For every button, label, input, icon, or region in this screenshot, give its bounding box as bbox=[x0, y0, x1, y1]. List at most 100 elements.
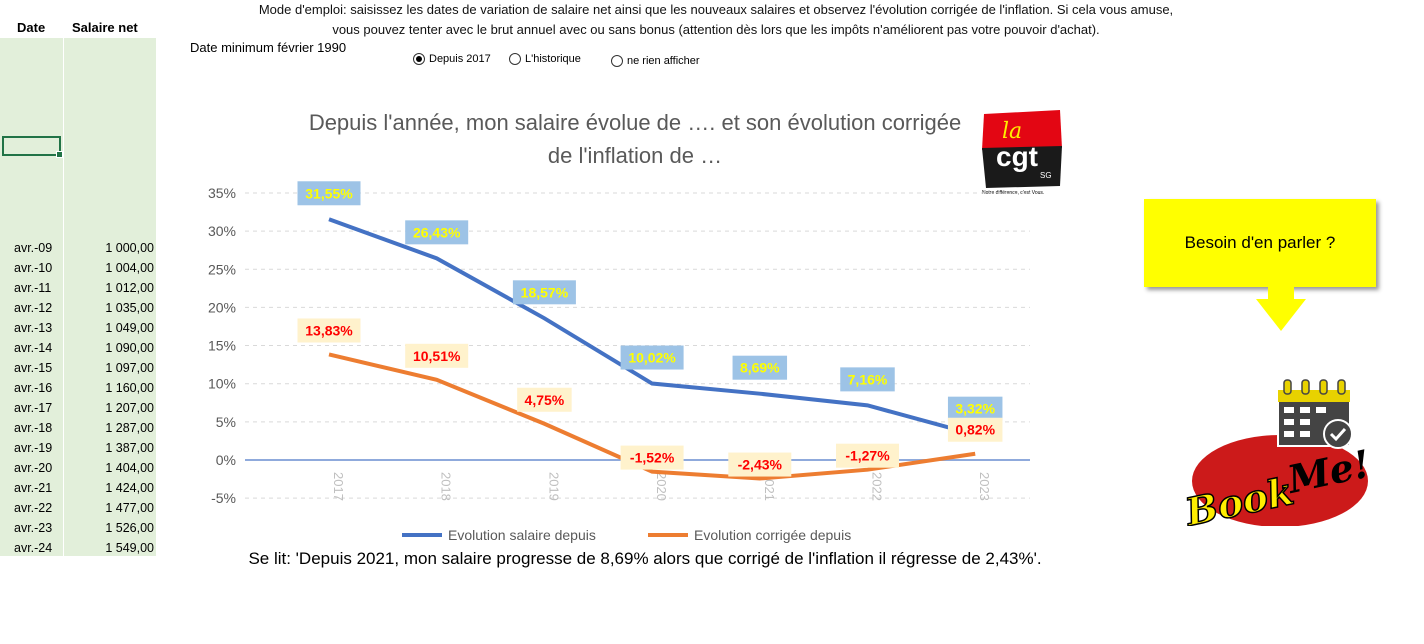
legend-item-salaire: Evolution salaire depuis bbox=[402, 527, 596, 543]
x-tick-label: 2023 bbox=[977, 472, 992, 501]
salary-cell[interactable]: 1 287,00 bbox=[105, 421, 154, 435]
radio-label: L'historique bbox=[525, 53, 581, 65]
salary-cell[interactable]: 1 549,00 bbox=[105, 541, 154, 555]
series-line-corrigee bbox=[328, 352, 976, 481]
min-date-note: Date minimum février 1990 bbox=[190, 40, 347, 55]
radio-historique[interactable]: L'historique bbox=[509, 53, 581, 65]
date-cell[interactable]: avr.-17 bbox=[14, 401, 53, 415]
legend-label: Evolution corrigée depuis bbox=[694, 527, 852, 543]
data-label: 10,02% bbox=[628, 350, 676, 366]
salary-cell[interactable]: 1 035,00 bbox=[105, 301, 154, 315]
x-tick-label: 2019 bbox=[546, 472, 561, 501]
radio-icon bbox=[509, 53, 521, 65]
y-tick-label: 35% bbox=[208, 185, 236, 201]
bookme-button[interactable]: Book Me! bbox=[1180, 376, 1374, 536]
y-tick-label: 20% bbox=[208, 299, 236, 315]
data-label-box bbox=[297, 318, 361, 343]
data-label: 13,83% bbox=[305, 322, 353, 338]
bookme-logo: Book Me! bbox=[1180, 379, 1374, 536]
y-tick-label: 25% bbox=[208, 261, 236, 277]
x-tick-label: 2020 bbox=[654, 472, 669, 501]
date-cell[interactable]: avr.-16 bbox=[14, 381, 53, 395]
radio-icon bbox=[611, 55, 623, 67]
data-label-box bbox=[728, 452, 792, 477]
date-cell[interactable]: avr.-13 bbox=[14, 321, 53, 335]
data-label: -1,27% bbox=[845, 448, 890, 464]
radio-selected-icon bbox=[413, 53, 425, 65]
date-cell[interactable]: avr.-20 bbox=[14, 461, 53, 475]
data-label: 18,57% bbox=[521, 284, 569, 300]
legend-label: Evolution salaire depuis bbox=[448, 527, 596, 543]
data-label-box bbox=[732, 355, 788, 380]
salary-cell[interactable]: 1 004,00 bbox=[105, 261, 154, 275]
salary-cell[interactable]: 1 387,00 bbox=[105, 441, 154, 455]
selected-cell[interactable] bbox=[2, 136, 63, 158]
data-label: -1,52% bbox=[630, 450, 675, 466]
x-tick-label: 2022 bbox=[870, 472, 885, 501]
data-label-box bbox=[517, 387, 572, 412]
salary-cell[interactable]: 1 160,00 bbox=[105, 381, 154, 395]
date-header: Date bbox=[17, 20, 46, 35]
salary-cell[interactable]: 1 477,00 bbox=[105, 501, 154, 515]
date-column bbox=[0, 38, 63, 556]
salary-cell[interactable]: 1 424,00 bbox=[105, 481, 154, 495]
reading-caption: Se lit: 'Depuis 2021, mon salaire progre… bbox=[248, 549, 1042, 568]
salary-cell[interactable]: 1 207,00 bbox=[105, 401, 154, 415]
legend-swatch bbox=[402, 533, 442, 537]
data-label: 31,55% bbox=[305, 185, 353, 201]
instructions-line1: Mode d'emploi: saisissez les dates de va… bbox=[258, 2, 1174, 17]
salary-cell[interactable]: 1 404,00 bbox=[105, 461, 154, 475]
date-cell[interactable]: avr.-11 bbox=[14, 281, 52, 295]
salary-cell[interactable]: 1 090,00 bbox=[105, 341, 154, 355]
radio-label: ne rien afficher bbox=[627, 55, 700, 67]
data-label-box bbox=[947, 417, 1003, 442]
y-tick-label: 0% bbox=[216, 452, 236, 468]
data-label-box bbox=[620, 445, 684, 470]
data-label-box bbox=[297, 181, 361, 206]
arrow-down-icon bbox=[1256, 285, 1306, 331]
salary-cell[interactable]: 1 526,00 bbox=[105, 521, 154, 535]
date-cell[interactable]: avr.-12 bbox=[14, 301, 53, 315]
date-cell[interactable]: avr.-19 bbox=[14, 441, 53, 455]
svg-text:SG: SG bbox=[1040, 171, 1052, 180]
date-cell[interactable]: avr.-10 bbox=[14, 261, 53, 275]
data-label: -2,43% bbox=[738, 457, 783, 473]
date-cell[interactable]: avr.-14 bbox=[14, 341, 53, 355]
y-tick-label: 30% bbox=[208, 223, 236, 239]
date-cell[interactable]: avr.-18 bbox=[14, 421, 53, 435]
date-cell[interactable]: avr.-24 bbox=[14, 541, 53, 555]
radio-depuis-2017[interactable]: Depuis 2017 bbox=[413, 53, 491, 65]
data-label-box bbox=[405, 220, 469, 245]
data-label-box bbox=[836, 443, 899, 468]
talk-callout[interactable]: Besoin d'en parler ? bbox=[1144, 199, 1376, 287]
radio-ne-rien-afficher[interactable]: ne rien afficher bbox=[611, 55, 700, 67]
data-label: 7,16% bbox=[848, 371, 888, 387]
date-cell[interactable]: avr.-09 bbox=[14, 241, 53, 255]
y-tick-label: -5% bbox=[211, 490, 236, 506]
salary-column bbox=[64, 38, 156, 556]
date-cell[interactable]: avr.-15 bbox=[14, 361, 53, 375]
salary-cell[interactable]: 1 012,00 bbox=[105, 281, 154, 295]
salary-cell[interactable]: 1 000,00 bbox=[105, 241, 154, 255]
radio-label: Depuis 2017 bbox=[429, 53, 491, 65]
data-label-box bbox=[840, 367, 895, 392]
data-label-box bbox=[947, 396, 1003, 421]
data-label: 8,69% bbox=[740, 360, 780, 376]
salary-cell[interactable]: 1 097,00 bbox=[105, 361, 154, 375]
salary-header: Salaire net bbox=[72, 20, 138, 35]
svg-text:cgt: cgt bbox=[996, 141, 1038, 172]
date-cell[interactable]: avr.-21 bbox=[14, 481, 53, 495]
y-tick-label: 5% bbox=[216, 414, 236, 430]
instructions: Mode d'emploi: saisissez les dates de va… bbox=[186, 0, 1246, 40]
salary-cell[interactable]: 1 049,00 bbox=[105, 321, 154, 335]
chart-title: Depuis l'année, mon salaire évolue de ….… bbox=[308, 110, 962, 168]
date-cell[interactable]: avr.-23 bbox=[14, 521, 53, 535]
data-label: 3,32% bbox=[955, 401, 995, 417]
y-tick-label: 15% bbox=[208, 338, 236, 354]
data-label-box bbox=[512, 280, 576, 305]
date-cell[interactable]: avr.-22 bbox=[14, 501, 53, 515]
data-label: 0,82% bbox=[955, 422, 995, 438]
y-tick-label: 10% bbox=[208, 376, 236, 392]
series-line-salaire bbox=[328, 217, 976, 437]
line-chart: -5% 0% 5% 10% 15% 20% 25% 30% 35% 2017 2018 2019 202… bbox=[208, 181, 1030, 506]
